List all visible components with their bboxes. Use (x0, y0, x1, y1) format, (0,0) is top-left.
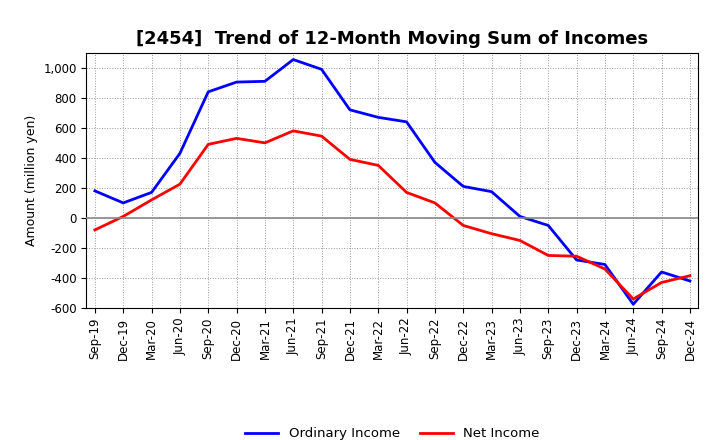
Ordinary Income (204, 89, 212, 95)
Net Income (176, 182, 184, 187)
Ordinary Income (516, 214, 524, 219)
Net Income (233, 136, 241, 141)
Ordinary Income (346, 107, 354, 113)
Ordinary Income (402, 119, 411, 125)
Ordinary Income (572, 257, 581, 263)
Ordinary Income (459, 184, 467, 189)
Ordinary Income (657, 269, 666, 275)
Ordinary Income (318, 67, 326, 72)
Ordinary Income (91, 188, 99, 194)
Net Income (261, 140, 269, 146)
Net Income (119, 214, 127, 219)
Ordinary Income (431, 160, 439, 165)
Y-axis label: Amount (million yen): Amount (million yen) (24, 115, 37, 246)
Net Income (402, 190, 411, 195)
Net Income (487, 231, 496, 236)
Net Income (459, 223, 467, 228)
Ordinary Income (629, 301, 637, 307)
Ordinary Income (233, 80, 241, 85)
Ordinary Income (261, 79, 269, 84)
Net Income (204, 142, 212, 147)
Net Income (629, 297, 637, 302)
Net Income (600, 266, 609, 271)
Ordinary Income (600, 262, 609, 267)
Net Income (289, 128, 297, 133)
Line: Ordinary Income: Ordinary Income (95, 59, 690, 304)
Net Income (685, 273, 694, 279)
Line: Net Income: Net Income (95, 131, 690, 299)
Net Income (374, 163, 382, 168)
Net Income (346, 157, 354, 162)
Ordinary Income (374, 115, 382, 120)
Net Income (657, 280, 666, 285)
Ordinary Income (289, 57, 297, 62)
Ordinary Income (685, 279, 694, 284)
Net Income (148, 197, 156, 202)
Net Income (91, 227, 99, 233)
Ordinary Income (148, 190, 156, 195)
Net Income (572, 253, 581, 259)
Ordinary Income (119, 200, 127, 205)
Net Income (544, 253, 552, 258)
Title: [2454]  Trend of 12-Month Moving Sum of Incomes: [2454] Trend of 12-Month Moving Sum of I… (136, 30, 649, 48)
Ordinary Income (176, 151, 184, 156)
Ordinary Income (544, 223, 552, 228)
Net Income (318, 133, 326, 139)
Net Income (516, 238, 524, 243)
Net Income (431, 200, 439, 205)
Legend: Ordinary Income, Net Income: Ordinary Income, Net Income (240, 422, 545, 440)
Ordinary Income (487, 189, 496, 194)
